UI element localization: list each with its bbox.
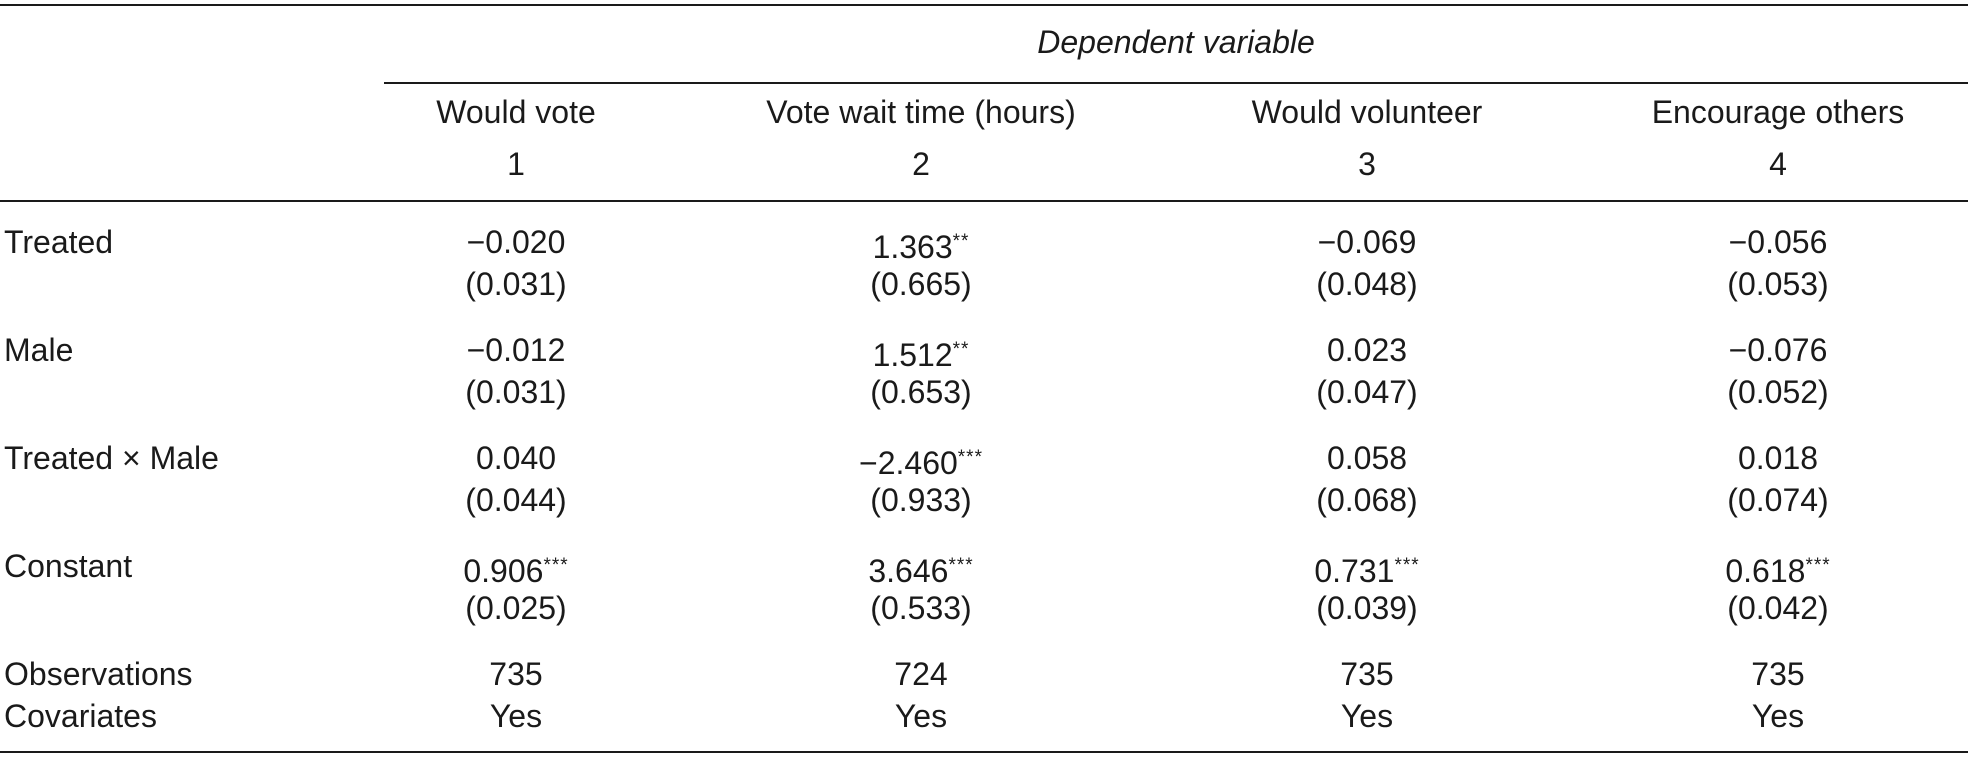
dependent-variable-label: Dependent variable bbox=[1037, 24, 1315, 60]
coefficient-cell: 0.040 bbox=[476, 438, 556, 478]
significance-stars: *** bbox=[1394, 555, 1420, 576]
standard-error-value: (0.653) bbox=[870, 374, 972, 410]
standard-error-value: (0.042) bbox=[1727, 590, 1829, 626]
coefficient-value: −0.076 bbox=[1728, 332, 1828, 368]
coefficient-cell: 3.646*** bbox=[868, 546, 973, 591]
column-header-name: Would vote bbox=[436, 94, 596, 130]
standard-error-value: (0.047) bbox=[1316, 374, 1418, 410]
bottom-rule bbox=[0, 751, 1968, 753]
coefficient-cell: 0.618*** bbox=[1725, 546, 1830, 591]
standard-error-value: (0.053) bbox=[1727, 266, 1829, 302]
coefficient-cell: 1.512** bbox=[873, 330, 970, 375]
header-rule bbox=[0, 200, 1968, 202]
coefficient-value: 0.906 bbox=[463, 553, 544, 589]
coefficient-cell: 0.731*** bbox=[1314, 546, 1419, 591]
row-label: Treated × Male bbox=[4, 440, 219, 476]
covariates-value: Yes bbox=[894, 698, 948, 734]
coefficient-value: −0.056 bbox=[1728, 224, 1828, 260]
observations-value: 735 bbox=[1751, 656, 1805, 692]
standard-error-value: (0.039) bbox=[1316, 590, 1418, 626]
standard-error-value: (0.933) bbox=[870, 482, 972, 518]
covariates-label: Covariates bbox=[4, 698, 157, 734]
significance-stars: ** bbox=[952, 339, 970, 360]
coefficient-cell: −2.460*** bbox=[859, 438, 983, 483]
coefficient-value: 1.363 bbox=[872, 229, 953, 265]
column-header-number: 2 bbox=[912, 146, 930, 182]
coefficient-cell: 0.058 bbox=[1327, 438, 1407, 478]
coefficient-value: 0.018 bbox=[1737, 440, 1819, 476]
row-label: Male bbox=[4, 332, 74, 368]
covariates-value: Yes bbox=[489, 698, 543, 734]
significance-stars: *** bbox=[543, 555, 569, 576]
coefficient-cell: 0.018 bbox=[1738, 438, 1818, 478]
column-header-name: Vote wait time (hours) bbox=[766, 94, 1076, 130]
standard-error-value: (0.074) bbox=[1727, 482, 1829, 518]
coefficient-value: 0.040 bbox=[475, 440, 557, 476]
coefficient-cell: 1.363** bbox=[873, 222, 970, 267]
standard-error-value: (0.044) bbox=[465, 482, 567, 518]
coefficient-value: −2.460 bbox=[859, 445, 958, 481]
standard-error-value: (0.048) bbox=[1316, 266, 1418, 302]
coefficient-value: 0.731 bbox=[1314, 553, 1395, 589]
row-label: Treated bbox=[4, 224, 114, 260]
coefficient-value: −0.020 bbox=[466, 224, 566, 260]
coefficient-cell: −0.076 bbox=[1729, 330, 1828, 370]
standard-error-value: (0.052) bbox=[1727, 374, 1829, 410]
standard-error-value: (0.031) bbox=[465, 266, 567, 302]
coefficient-cell: −0.020 bbox=[467, 222, 566, 262]
standard-error-value: (0.031) bbox=[465, 374, 567, 410]
coefficient-cell: −0.056 bbox=[1729, 222, 1828, 262]
coefficient-cell: 0.023 bbox=[1327, 330, 1407, 370]
column-header-number: 4 bbox=[1769, 146, 1787, 182]
standard-error-value: (0.533) bbox=[870, 590, 972, 626]
coefficient-value: 0.058 bbox=[1326, 440, 1408, 476]
coefficient-cell: −0.012 bbox=[467, 330, 566, 370]
coefficient-value: 0.023 bbox=[1326, 332, 1408, 368]
coefficient-value: 1.512 bbox=[872, 337, 953, 373]
coefficient-value: −0.012 bbox=[466, 332, 566, 368]
column-header-name: Would volunteer bbox=[1251, 94, 1483, 130]
observations-value: 724 bbox=[894, 656, 948, 692]
standard-error-value: (0.068) bbox=[1316, 482, 1418, 518]
row-label: Constant bbox=[4, 548, 133, 584]
observations-value: 735 bbox=[1340, 656, 1394, 692]
coefficient-value: 0.618 bbox=[1725, 553, 1806, 589]
significance-stars: ** bbox=[952, 231, 970, 252]
column-header-name: Encourage others bbox=[1651, 94, 1905, 130]
significance-stars: *** bbox=[957, 447, 983, 468]
significance-stars: *** bbox=[1805, 555, 1831, 576]
column-header-number: 3 bbox=[1358, 146, 1376, 182]
covariates-value: Yes bbox=[1340, 698, 1394, 734]
standard-error-value: (0.025) bbox=[465, 590, 567, 626]
covariates-value: Yes bbox=[1751, 698, 1805, 734]
dependent-variable-rule bbox=[384, 82, 1968, 84]
coefficient-value: 3.646 bbox=[868, 553, 949, 589]
coefficient-value: −0.069 bbox=[1317, 224, 1417, 260]
significance-stars: *** bbox=[948, 555, 974, 576]
top-rule bbox=[0, 4, 1968, 6]
observations-label: Observations bbox=[4, 656, 193, 692]
observations-value: 735 bbox=[489, 656, 543, 692]
standard-error-value: (0.665) bbox=[870, 266, 972, 302]
coefficient-cell: −0.069 bbox=[1318, 222, 1417, 262]
coefficient-cell: 0.906*** bbox=[463, 546, 568, 591]
column-header-number: 1 bbox=[507, 146, 525, 182]
